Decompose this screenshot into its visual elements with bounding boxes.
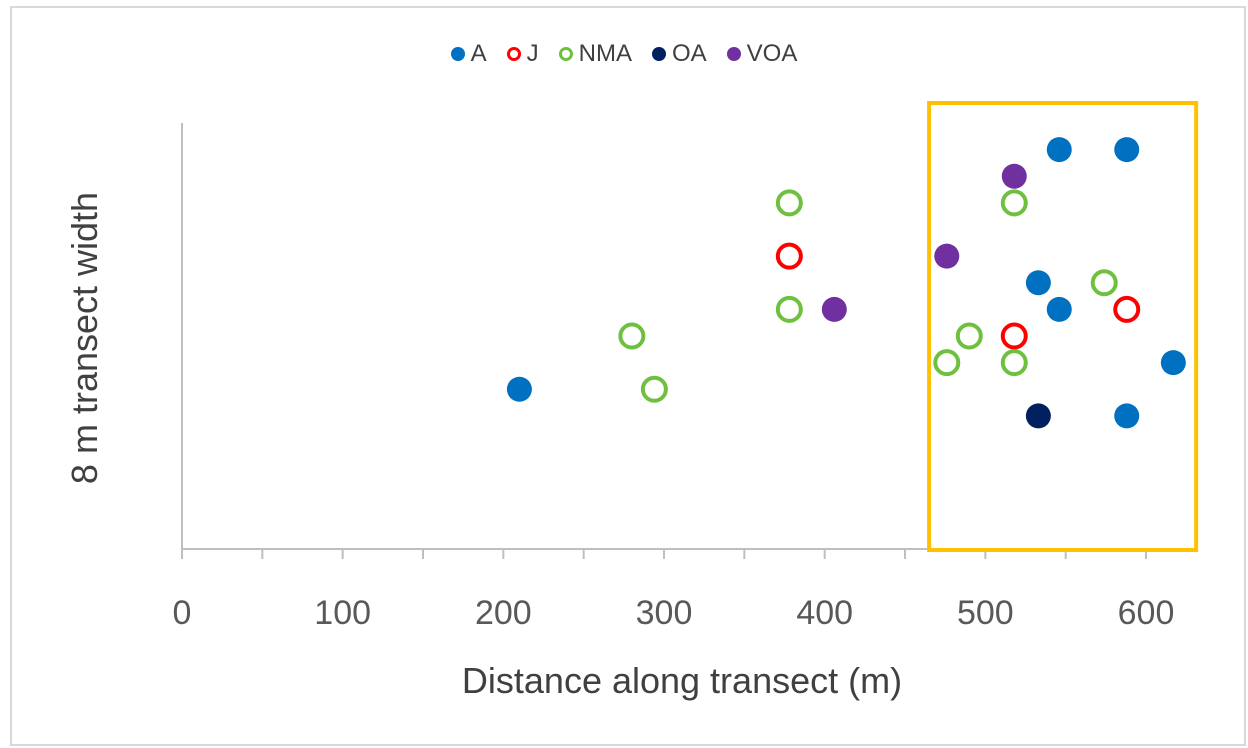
point-a bbox=[1114, 403, 1140, 429]
highlight-box bbox=[927, 101, 1199, 552]
x-tick-label: 300 bbox=[636, 594, 693, 632]
legend-label: NMA bbox=[578, 40, 632, 67]
x-tick-label: 100 bbox=[314, 594, 371, 632]
legend-marker-icon bbox=[651, 47, 666, 61]
legend-marker-icon bbox=[726, 47, 741, 61]
point-nma bbox=[1090, 269, 1118, 297]
point-nma bbox=[933, 349, 961, 377]
legend: A J NMA OA VOA bbox=[0, 40, 1248, 68]
point-nma bbox=[618, 322, 646, 350]
legend-marker-icon bbox=[558, 47, 573, 61]
legend-item-a: A bbox=[450, 40, 487, 68]
legend-label: A bbox=[470, 40, 487, 67]
point-a bbox=[1114, 137, 1140, 163]
point-oa bbox=[1025, 403, 1051, 429]
point-a bbox=[1046, 296, 1072, 322]
point-j bbox=[1113, 295, 1141, 323]
point-a bbox=[506, 376, 532, 402]
legend-marker-icon bbox=[450, 47, 465, 61]
chart-frame bbox=[10, 6, 1246, 746]
point-voa bbox=[821, 296, 847, 322]
point-a bbox=[1046, 137, 1072, 163]
legend-item-oa: OA bbox=[651, 40, 707, 68]
point-voa bbox=[1001, 163, 1027, 189]
point-nma bbox=[775, 189, 803, 217]
point-a bbox=[1160, 350, 1186, 376]
point-j bbox=[1000, 322, 1028, 350]
point-voa bbox=[934, 243, 960, 269]
point-nma bbox=[955, 322, 983, 350]
point-nma bbox=[1000, 349, 1028, 377]
point-a bbox=[1025, 270, 1051, 296]
legend-item-j: J bbox=[506, 40, 539, 68]
legend-item-voa: VOA bbox=[726, 40, 798, 68]
x-tick-label: 200 bbox=[475, 594, 532, 632]
legend-marker-icon bbox=[506, 47, 521, 61]
point-nma bbox=[640, 375, 668, 403]
point-nma bbox=[1000, 189, 1028, 217]
x-tick-label: 600 bbox=[1118, 594, 1175, 632]
legend-label: VOA bbox=[746, 40, 798, 67]
x-tick-label: 0 bbox=[173, 594, 192, 632]
x-tick-label: 500 bbox=[957, 594, 1014, 632]
legend-label: J bbox=[526, 40, 539, 67]
point-j bbox=[775, 242, 803, 270]
legend-label: OA bbox=[671, 40, 707, 67]
legend-item-nma: NMA bbox=[558, 40, 632, 68]
point-nma bbox=[775, 295, 803, 323]
x-axis-label: Distance along transect (m) bbox=[461, 660, 903, 701]
x-tick-label: 400 bbox=[796, 594, 853, 632]
